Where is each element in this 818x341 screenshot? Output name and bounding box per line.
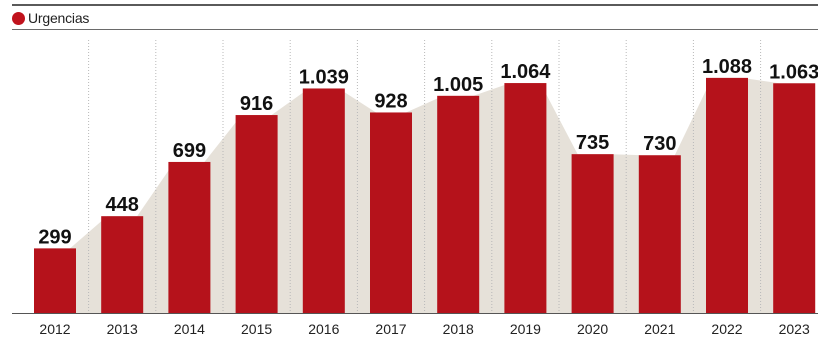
category-label-2015: 2015 [241, 321, 272, 337]
category-label-2019: 2019 [510, 321, 541, 337]
category-label-2020: 2020 [577, 321, 608, 337]
bar-2022 [706, 77, 748, 313]
value-label-2016: 1.039 [299, 66, 349, 88]
bar-2021 [638, 155, 681, 313]
legend: Urgencias [12, 9, 89, 27]
bar-2013 [101, 216, 144, 313]
bar-2014 [168, 161, 211, 313]
bar-2023 [773, 83, 816, 313]
bar-2018 [437, 95, 480, 313]
category-label-2018: 2018 [443, 321, 474, 337]
category-label-2013: 2013 [107, 321, 138, 337]
value-label-2015: 916 [240, 93, 273, 115]
value-label-2017: 928 [374, 90, 407, 112]
value-label-2023: 1.063 [769, 61, 818, 83]
value-label-2018: 1.005 [433, 74, 483, 96]
category-label-2012: 2012 [39, 321, 70, 337]
legend-label: Urgencias [28, 10, 90, 26]
value-label-2014: 699 [173, 140, 206, 162]
category-label-2017: 2017 [375, 321, 406, 337]
bar-2012 [34, 248, 76, 313]
category-label-2014: 2014 [174, 321, 205, 337]
value-label-2021: 730 [643, 133, 676, 155]
category-label-2016: 2016 [308, 321, 339, 337]
category-label-2022: 2022 [711, 321, 742, 337]
bar-2015 [235, 115, 278, 313]
value-label-2019: 1.064 [500, 61, 551, 83]
category-label-2023: 2023 [779, 321, 810, 337]
bar-2016 [302, 88, 345, 313]
value-label-2012: 299 [38, 226, 71, 248]
legend-rule [12, 29, 818, 30]
bar-2020 [571, 154, 614, 313]
category-label-2021: 2021 [644, 321, 675, 337]
value-label-2020: 735 [576, 132, 609, 154]
value-label-2022: 1.088 [702, 56, 752, 78]
top-rule [12, 4, 818, 6]
bar-2017 [370, 112, 412, 313]
value-label-2013: 448 [106, 194, 139, 216]
bar-2019 [504, 83, 547, 313]
legend-swatch [12, 11, 25, 25]
background-area [34, 77, 816, 313]
